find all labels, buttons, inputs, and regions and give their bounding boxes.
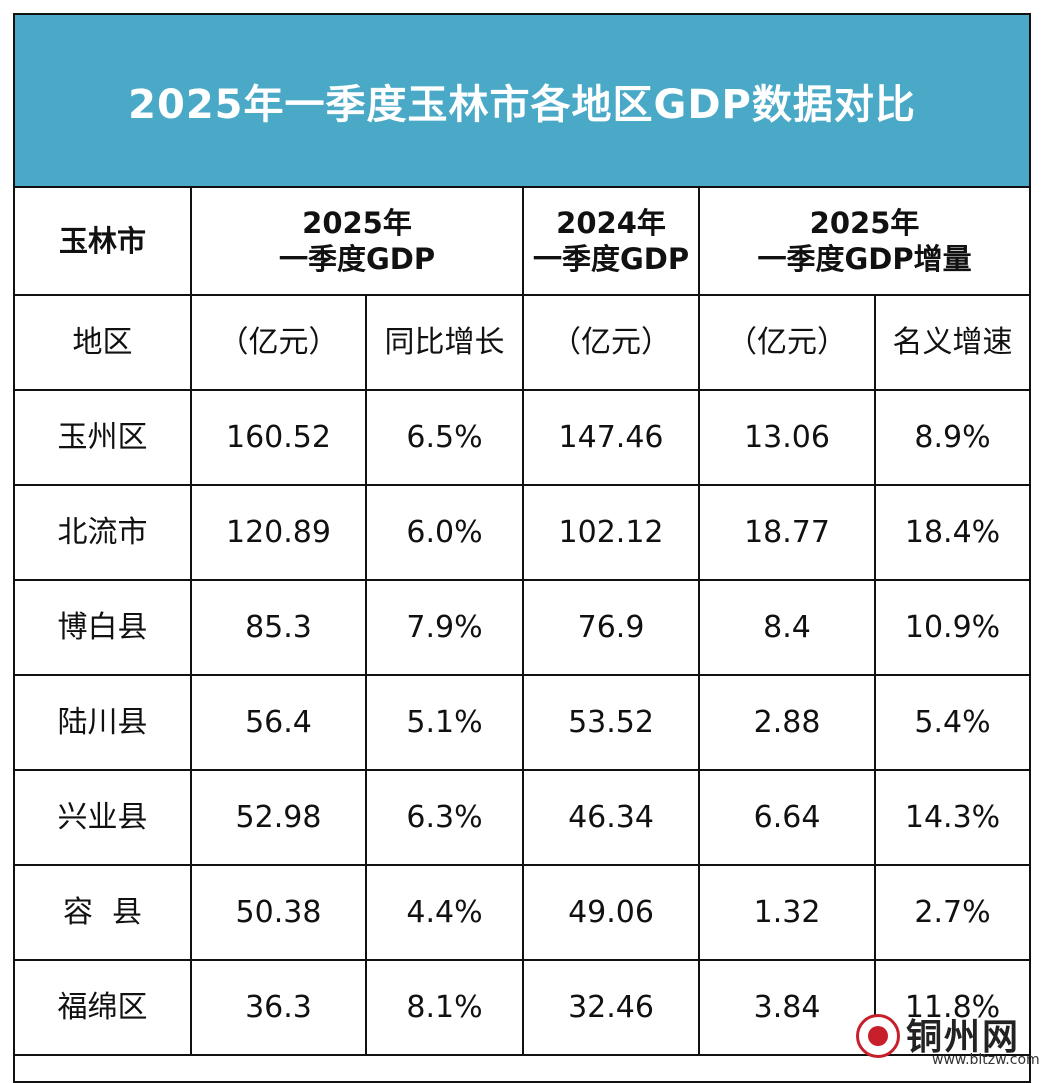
cell-region: 福绵区: [15, 959, 192, 1056]
watermark-name: 铜州网: [906, 1017, 1021, 1058]
subheader-unit-2025: （亿元）: [190, 294, 367, 391]
subheader-region: 地区: [15, 294, 192, 391]
cell-nominal: 11.8%: [874, 959, 1030, 1056]
cell-yoy: 5.1%: [364, 674, 525, 771]
cell-gdp-2025: 120.89: [190, 484, 367, 581]
page-title: 2025年一季度玉林市各地区GDP数据对比: [128, 81, 916, 128]
header-row: 玉林市 2025年 一季度GDP 2024年 一季度GDP 2025年 一季度GDP增…: [15, 188, 1030, 296]
cell-gdp-2025: 85.3: [190, 579, 367, 676]
cell-gdp-2024: 46.34: [522, 769, 701, 866]
header-gdp-2025: 2025年 一季度GDP: [189, 188, 525, 296]
cell-gdp-2024: 32.46: [522, 959, 701, 1056]
cell-region: 陆川县: [15, 674, 192, 771]
cell-yoy: 6.5%: [364, 389, 525, 486]
cell-gdp-2025: 56.4: [190, 674, 367, 771]
cell-increment: 18.77: [698, 484, 877, 581]
cell-nominal: 5.4%: [874, 674, 1030, 771]
cell-region: 玉州区: [15, 389, 192, 486]
cell-increment: 2.88: [698, 674, 877, 771]
watermark: 铜州网 www.bltzw.com: [850, 1008, 1040, 1074]
table-frame: 2025年一季度玉林市各地区GDP数据对比 玉林市 2025年 一季度GDP 20…: [13, 13, 1031, 1083]
cell-nominal: 14.3%: [874, 769, 1030, 866]
cell-gdp-2024: 102.12: [522, 484, 701, 581]
seal-icon: [856, 1014, 900, 1058]
cell-yoy: 7.9%: [364, 579, 525, 676]
cell-gdp-2024: 147.46: [522, 389, 701, 486]
cell-increment: 3.84: [698, 959, 877, 1056]
subheader-yoy: 同比增长: [364, 294, 525, 391]
cell-region: 博白县: [15, 579, 192, 676]
cell-increment: 8.4: [698, 579, 877, 676]
table-row: 北流市 120.89 6.0% 102.12 18.77 18.4%: [15, 484, 1030, 581]
cell-gdp-2025: 160.52: [190, 389, 367, 486]
subheader-unit-increment: （亿元）: [698, 294, 877, 391]
cell-nominal: 18.4%: [874, 484, 1030, 581]
cell-gdp-2024: 76.9: [522, 579, 701, 676]
gdp-table: 玉林市 2025年 一季度GDP 2024年 一季度GDP 2025年 一季度GDP增…: [15, 188, 1030, 1056]
cell-increment: 13.06: [698, 389, 877, 486]
cell-yoy: 8.1%: [364, 959, 525, 1056]
cell-region: 北流市: [15, 484, 192, 581]
cell-region: 兴业县: [15, 769, 192, 866]
table-row: 博白县 85.3 7.9% 76.9 8.4 10.9%: [15, 579, 1030, 676]
cell-gdp-2024: 49.06: [522, 864, 701, 961]
header-city: 玉林市: [15, 188, 192, 296]
table-row: 福绵区 36.3 8.1% 32.46 3.84 11.8%: [15, 959, 1030, 1056]
subheader-row: 地区 （亿元） 同比增长 （亿元） （亿元） 名义增速: [15, 294, 1030, 391]
cell-gdp-2025: 50.38: [190, 864, 367, 961]
subheader-unit-2024: （亿元）: [522, 294, 701, 391]
cell-increment: 1.32: [698, 864, 877, 961]
header-gdp-increment: 2025年 一季度GDP增量: [698, 188, 1030, 296]
subheader-nominal: 名义增速: [874, 294, 1030, 391]
table-row: 玉州区 160.52 6.5% 147.46 13.06 8.9%: [15, 389, 1030, 486]
table-row: 陆川县 56.4 5.1% 53.52 2.88 5.4%: [15, 674, 1030, 771]
watermark-url: www.bltzw.com: [932, 1052, 1040, 1068]
cell-nominal: 8.9%: [874, 389, 1030, 486]
cell-yoy: 4.4%: [364, 864, 525, 961]
cell-nominal: 10.9%: [874, 579, 1030, 676]
cell-nominal: 2.7%: [874, 864, 1030, 961]
cell-increment: 6.64: [698, 769, 877, 866]
table-row: 兴业县 52.98 6.3% 46.34 6.64 14.3%: [15, 769, 1030, 866]
cell-yoy: 6.3%: [364, 769, 525, 866]
header-gdp-2024: 2024年 一季度GDP: [522, 188, 701, 296]
title-bar: 2025年一季度玉林市各地区GDP数据对比: [15, 15, 1029, 188]
cell-gdp-2024: 53.52: [522, 674, 701, 771]
cell-gdp-2025: 36.3: [190, 959, 367, 1056]
cell-yoy: 6.0%: [364, 484, 525, 581]
table-row: 容 县 50.38 4.4% 49.06 1.32 2.7%: [15, 864, 1030, 961]
cell-gdp-2025: 52.98: [190, 769, 367, 866]
cell-region: 容 县: [15, 864, 192, 961]
